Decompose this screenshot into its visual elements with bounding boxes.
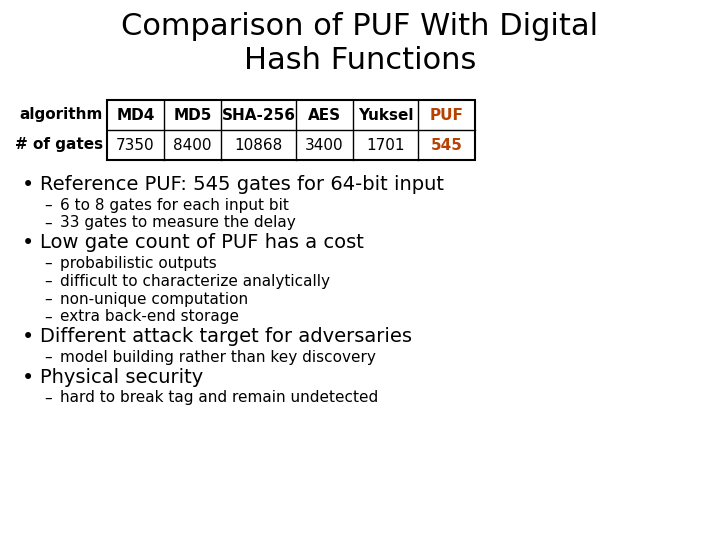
- Text: # of gates: # of gates: [15, 138, 103, 152]
- Text: •: •: [22, 233, 35, 253]
- Text: 545: 545: [431, 138, 462, 152]
- Text: Comparison of PUF With Digital: Comparison of PUF With Digital: [122, 12, 598, 41]
- Text: Hash Functions: Hash Functions: [244, 46, 476, 75]
- Text: PUF: PUF: [430, 107, 464, 123]
- Text: –: –: [44, 350, 52, 365]
- Text: algorithm: algorithm: [19, 107, 103, 123]
- Text: difficult to characterize analytically: difficult to characterize analytically: [60, 274, 330, 289]
- Text: •: •: [22, 327, 35, 347]
- Text: •: •: [22, 368, 35, 388]
- Text: 8400: 8400: [174, 138, 212, 152]
- Text: MD4: MD4: [117, 107, 155, 123]
- Text: –: –: [44, 274, 52, 289]
- Bar: [107, 100, 475, 160]
- Text: 33 gates to measure the delay: 33 gates to measure the delay: [60, 215, 296, 231]
- Text: Reference PUF: 545 gates for 64-bit input: Reference PUF: 545 gates for 64-bit inpu…: [40, 175, 444, 194]
- Text: 10868: 10868: [235, 138, 283, 152]
- Text: Physical security: Physical security: [40, 368, 203, 387]
- Text: –: –: [44, 390, 52, 406]
- Text: extra back-end storage: extra back-end storage: [60, 309, 239, 325]
- Text: 7350: 7350: [116, 138, 155, 152]
- Text: Low gate count of PUF has a cost: Low gate count of PUF has a cost: [40, 233, 364, 252]
- Text: probabilistic outputs: probabilistic outputs: [60, 256, 217, 271]
- Text: Yuksel: Yuksel: [358, 107, 413, 123]
- Text: SHA-256: SHA-256: [222, 107, 295, 123]
- Text: –: –: [44, 256, 52, 271]
- Text: 1701: 1701: [366, 138, 405, 152]
- Text: 3400: 3400: [305, 138, 344, 152]
- Text: non-unique computation: non-unique computation: [60, 292, 248, 307]
- Text: –: –: [44, 215, 52, 231]
- Text: hard to break tag and remain undetected: hard to break tag and remain undetected: [60, 390, 378, 406]
- Text: –: –: [44, 292, 52, 307]
- Text: –: –: [44, 198, 52, 213]
- Text: MD5: MD5: [174, 107, 212, 123]
- Text: Different attack target for adversaries: Different attack target for adversaries: [40, 327, 412, 346]
- Text: 6 to 8 gates for each input bit: 6 to 8 gates for each input bit: [60, 198, 289, 213]
- Text: –: –: [44, 309, 52, 325]
- Text: model building rather than key discovery: model building rather than key discovery: [60, 350, 376, 365]
- Text: AES: AES: [308, 107, 341, 123]
- Text: •: •: [22, 175, 35, 195]
